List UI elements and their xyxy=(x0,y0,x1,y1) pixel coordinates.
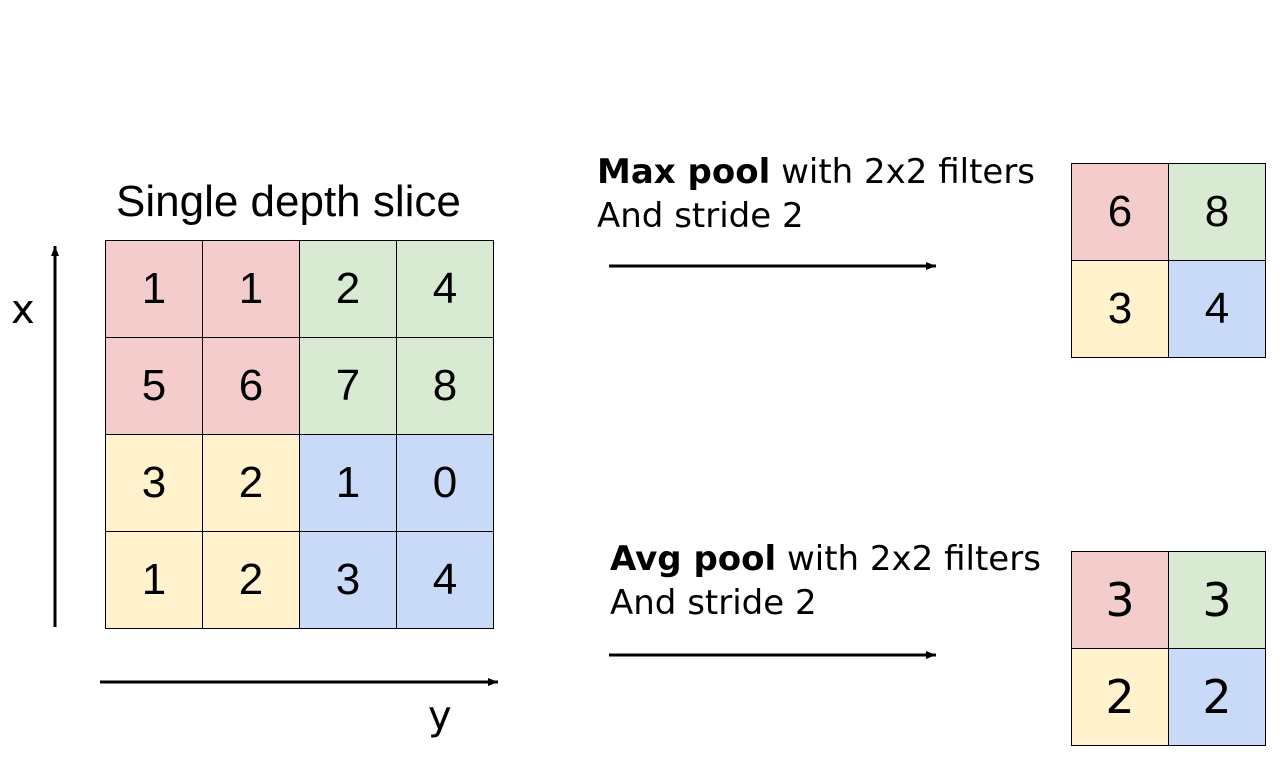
grid-cell: 1 xyxy=(300,435,397,532)
grid-cell: 6 xyxy=(203,338,300,435)
grid-cell: 5 xyxy=(106,338,203,435)
grid-cell: 1 xyxy=(106,241,203,338)
y-axis-label: y xyxy=(428,693,452,739)
max-pool-caption: Max pool with 2x2 filters And stride 2 xyxy=(597,150,1035,238)
grid-cell: 3 xyxy=(300,532,397,629)
grid-cell: 1 xyxy=(106,532,203,629)
grid-cell: 4 xyxy=(1169,261,1266,358)
avg-pool-stride: And stride 2 xyxy=(610,583,817,623)
grid-cell: 8 xyxy=(1169,164,1266,261)
grid-cell: 8 xyxy=(397,338,494,435)
max-pool-params: with 2x2 filters xyxy=(770,152,1036,192)
grid-cell: 0 xyxy=(397,435,494,532)
avg-pool-params: with 2x2 filters xyxy=(776,539,1041,579)
avg-pool-op-name: Avg pool xyxy=(610,539,777,579)
max-pool-op-name: Max pool xyxy=(597,152,771,192)
grid-cell: 7 xyxy=(300,338,397,435)
avg-pool-caption-line1: Avg pool with 2x2 filters xyxy=(610,537,1041,581)
grid-cell: 3 xyxy=(1072,552,1169,649)
max-pool-stride: And stride 2 xyxy=(597,196,804,236)
grid-cell: 4 xyxy=(397,532,494,629)
slice-title: Single depth slice xyxy=(116,177,461,226)
grid-cell: 3 xyxy=(1072,261,1169,358)
grid-cell: 2 xyxy=(1169,649,1266,746)
grid-cell: 4 xyxy=(397,241,494,338)
max-pool-caption-line1: Max pool with 2x2 filters xyxy=(597,150,1035,194)
grid-cell: 2 xyxy=(203,435,300,532)
x-axis-label: x xyxy=(11,287,35,333)
grid-cell: 3 xyxy=(1169,552,1266,649)
grid-cell: 1 xyxy=(203,241,300,338)
grid-cell: 2 xyxy=(1072,649,1169,746)
avg-pool-caption: Avg pool with 2x2 filters And stride 2 xyxy=(610,537,1041,625)
grid-cell: 6 xyxy=(1072,164,1169,261)
grid-cell: 2 xyxy=(203,532,300,629)
grid-cell: 2 xyxy=(300,241,397,338)
grid-cell: 3 xyxy=(106,435,203,532)
